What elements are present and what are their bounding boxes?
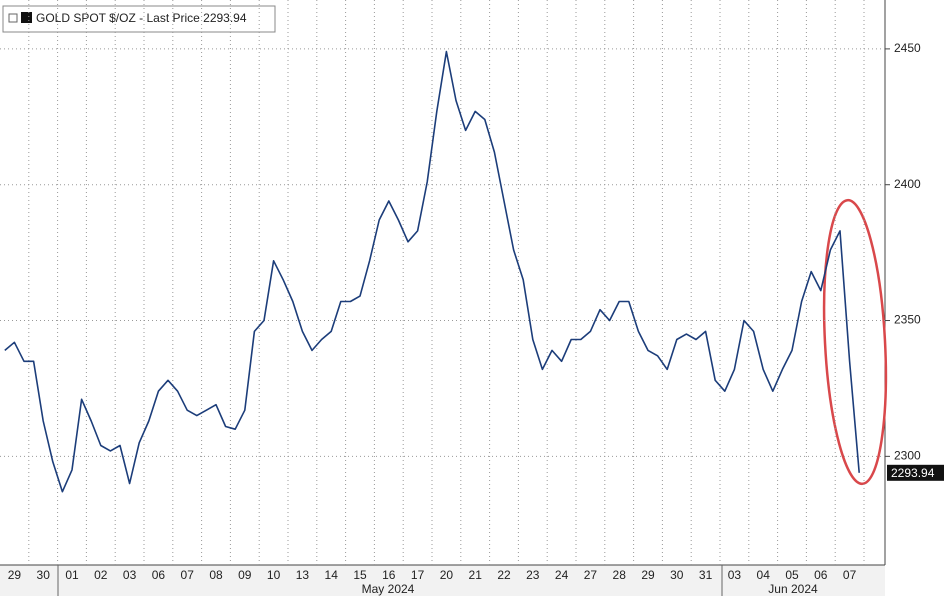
x-tick-label: 01 [65,568,79,582]
x-tick-label: 15 [353,568,367,582]
x-tick-label: 02 [94,568,108,582]
x-tick-label: 03 [123,568,137,582]
x-tick-label: 29 [641,568,655,582]
x-tick-label: 30 [37,568,51,582]
x-axis-band [0,565,885,596]
x-tick-label: 17 [411,568,425,582]
month-label: Jun 2024 [768,582,818,596]
legend-box [2,5,276,33]
x-tick-label: 23 [526,568,540,582]
x-tick-label: 04 [757,568,771,582]
y-tick-label: 2350 [894,313,921,327]
y-tick-label: 2450 [894,41,921,55]
y-tick-label: 2300 [894,449,921,463]
highlight-ellipse [822,198,888,486]
x-tick-label: 09 [238,568,252,582]
x-tick-label: 06 [152,568,166,582]
x-tick-label: 06 [814,568,828,582]
legend-toggle [8,13,18,23]
x-tick-label: 13 [296,568,310,582]
legend-swatch [21,12,32,23]
x-tick-label: 29 [8,568,22,582]
x-tick-label: 20 [440,568,454,582]
x-tick-label: 30 [670,568,684,582]
x-tick-label: 10 [267,568,281,582]
x-tick-label: 28 [613,568,627,582]
last-price-tag [887,464,944,481]
x-tick-label: 07 [843,568,857,582]
price-line [4,50,860,493]
y-tick-label: 2400 [894,177,921,191]
x-tick-label: 24 [555,568,569,582]
x-tick-label: 05 [785,568,799,582]
x-tick-label: 22 [497,568,511,582]
x-tick-label: 07 [181,568,195,582]
x-tick-label: 03 [728,568,742,582]
legend: GOLD SPOT $/OZ - Last Price 2293.94 [2,5,276,33]
x-tick-label: 16 [382,568,396,582]
x-tick-label: 21 [469,568,483,582]
x-tick-label: 31 [699,568,713,582]
x-tick-label: 27 [584,568,598,582]
last-price-label: 2293.94 [891,466,935,480]
legend-label: GOLD SPOT $/OZ - Last Price 2293.94 [36,11,247,25]
x-tick-label: 14 [325,568,339,582]
month-label: May 2024 [362,582,415,596]
x-tick-label: 08 [209,568,223,582]
